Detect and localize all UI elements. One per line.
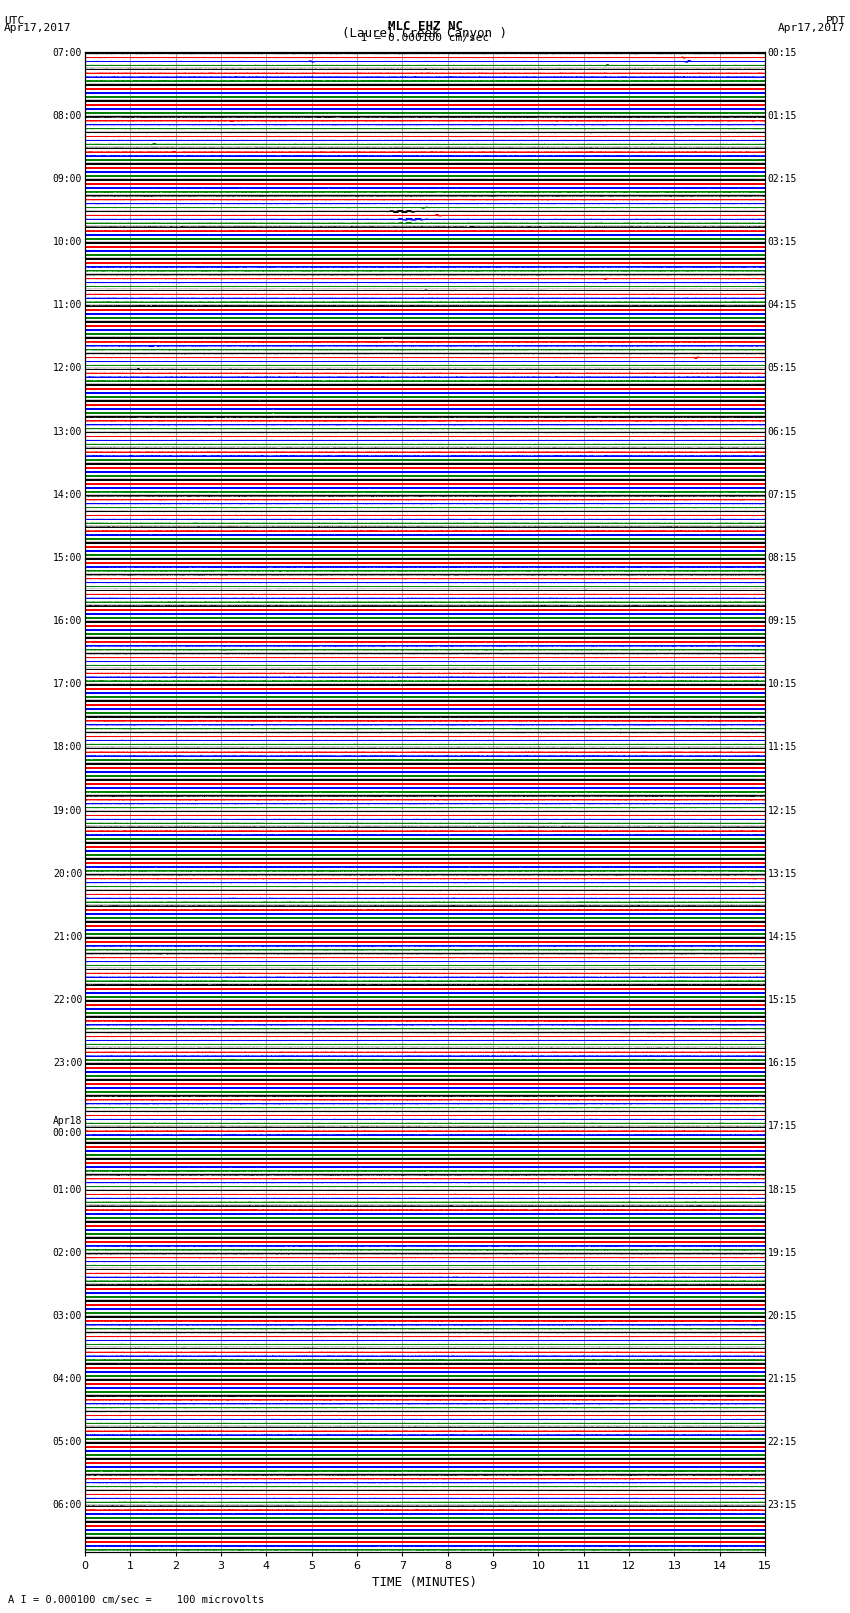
Text: UTC: UTC: [4, 16, 25, 26]
Text: Apr17,2017: Apr17,2017: [779, 23, 846, 32]
Text: A I = 0.000100 cm/sec =    100 microvolts: A I = 0.000100 cm/sec = 100 microvolts: [8, 1595, 264, 1605]
Text: PDT: PDT: [825, 16, 846, 26]
Text: Apr17,2017: Apr17,2017: [4, 23, 71, 32]
Text: I = 0.000100 cm/sec: I = 0.000100 cm/sec: [361, 32, 489, 44]
Text: (Laurel Creek Canyon ): (Laurel Creek Canyon ): [343, 26, 507, 40]
Text: MLC EHZ NC: MLC EHZ NC: [388, 19, 462, 34]
X-axis label: TIME (MINUTES): TIME (MINUTES): [372, 1576, 478, 1589]
